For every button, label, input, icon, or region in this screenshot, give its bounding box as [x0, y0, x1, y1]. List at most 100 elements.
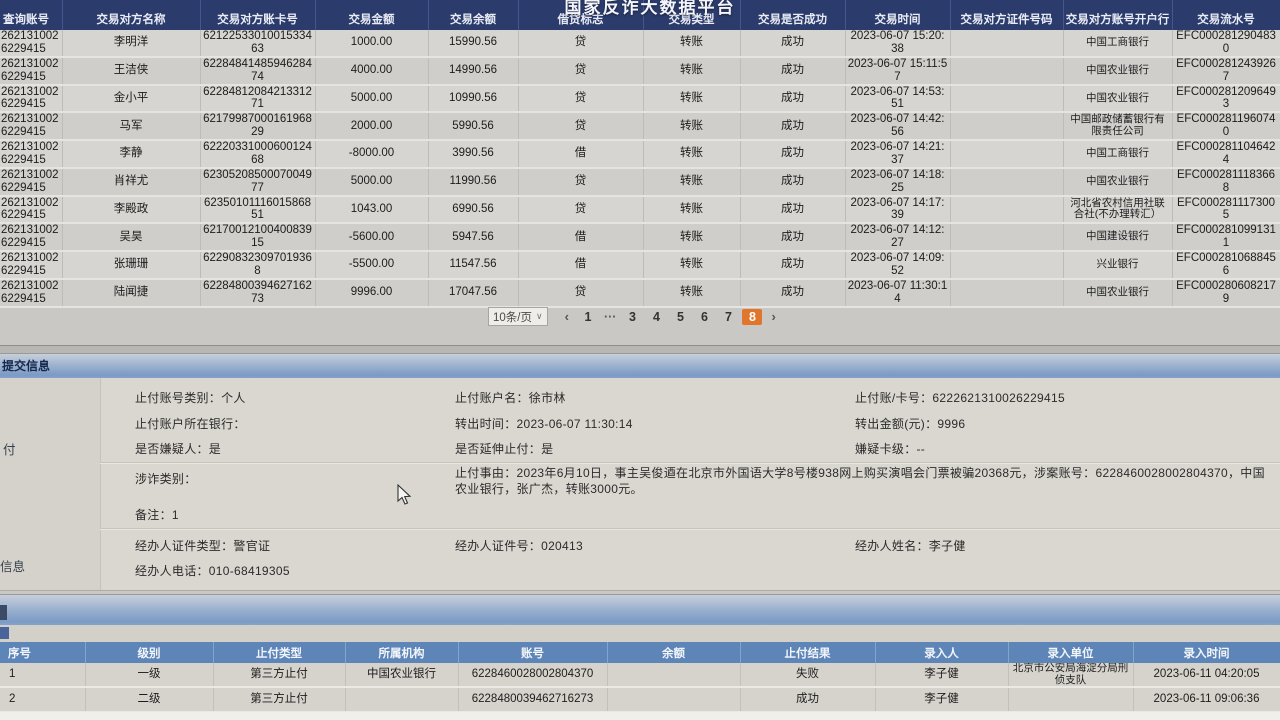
- table-cell: [950, 251, 1064, 280]
- field-operator-id-no: 经办人证件号：020413: [455, 539, 583, 553]
- table-cell: 第三方止付: [213, 687, 346, 713]
- left-label-fragment: 信息: [0, 560, 26, 574]
- table-cell: [950, 278, 1064, 308]
- form-left-column: [0, 378, 101, 590]
- table-row: 2621310026229415 马军 6217998700016196829 200…: [0, 112, 1280, 141]
- table-cell: 2023-06-07 15:11:57: [845, 56, 951, 86]
- table-cell: EFC0002811046424: [1172, 140, 1280, 169]
- table-cell: 1: [0, 663, 86, 688]
- table-cell: -5500.00: [315, 251, 429, 280]
- column-header: 余额: [607, 642, 741, 663]
- table-cell: [345, 687, 459, 713]
- table-cell: 贷: [518, 112, 644, 141]
- table-cell: 2023-06-07 14:21:37: [845, 140, 951, 169]
- prev-page-button[interactable]: ‹: [564, 309, 569, 324]
- table-cell: EFC0002810991311: [1172, 223, 1280, 252]
- table-cell: 成功: [740, 223, 846, 252]
- table-cell: 2023-06-07 14:09:52: [845, 251, 951, 280]
- submit-info-header-bar: 提交信息: [0, 353, 1280, 379]
- page-number-8[interactable]: 8: [742, 308, 763, 325]
- table-cell: 6990.56: [428, 195, 519, 225]
- table-cell: 2023-06-07 14:53:51: [845, 84, 951, 114]
- table-row: 1 一级 第三方止付 中国农业银行 6228460028002804370 失败 李子健 北京…: [0, 663, 1280, 688]
- table-cell: 中国邮政储蓄银行有限责任公司: [1063, 112, 1173, 141]
- page-number-3[interactable]: 3: [628, 309, 636, 324]
- column-header: 序号: [0, 642, 86, 663]
- table-cell: 中国建设银行: [1063, 223, 1173, 252]
- table-cell: 成功: [740, 251, 846, 280]
- table-cell: 陆闻捷: [62, 278, 201, 308]
- table-cell: 成功: [740, 84, 846, 114]
- table-cell: 6230520850007004977: [200, 167, 316, 197]
- table-cell: 3990.56: [428, 140, 519, 169]
- column-header: 交易对方名称: [62, 0, 201, 30]
- table-cell: 中国农业银行: [345, 663, 459, 688]
- table-cell: 2023-06-07 11:30:14: [845, 278, 951, 308]
- table-cell: 2621310026229415: [0, 112, 63, 141]
- page-size-select[interactable]: 10条/页 ∨: [488, 307, 548, 326]
- table-cell: 11547.56: [428, 251, 519, 280]
- table-cell: 一级: [85, 663, 214, 688]
- page-number-4[interactable]: 4: [652, 309, 660, 324]
- table-cell: 10990.56: [428, 84, 519, 114]
- table-row: 2621310026229415 吴昊 6217001210040083915 -56…: [0, 223, 1280, 252]
- table-cell: 转账: [643, 278, 741, 308]
- table-row: 2621310026229415 王洁侠 6228484148594628474 40…: [0, 56, 1280, 86]
- table-cell: 转账: [643, 56, 741, 86]
- table-cell: 5000.00: [315, 84, 429, 114]
- page-number-list: 1 ··· 3 4 5 6 7 8: [578, 308, 763, 325]
- pagination: 10条/页 ∨ ‹ 1 ··· 3 4 5 6 7 8 ›: [488, 307, 781, 326]
- column-header: 交易对方账号开户行: [1063, 0, 1173, 30]
- table-cell: 张珊珊: [62, 251, 201, 280]
- stop-payment-table-body: 1 一级 第三方止付 中国农业银行 6228460028002804370 失败 李子健 北京…: [0, 663, 1280, 713]
- table-cell: -8000.00: [315, 140, 429, 169]
- field-remark: 备注：1: [135, 508, 179, 522]
- column-header: 交易是否成功: [740, 0, 846, 30]
- platform-title: 国家反诈大数据平台: [564, 0, 736, 17]
- page-number-5[interactable]: 5: [676, 309, 684, 324]
- page-number-7[interactable]: 7: [724, 309, 732, 324]
- table-cell: 转账: [643, 251, 741, 280]
- table-cell: 2621310026229415: [0, 84, 63, 114]
- table-cell: [950, 112, 1064, 141]
- page-ellipsis: ···: [603, 309, 617, 324]
- table-cell: 6228460028002804370: [458, 663, 608, 688]
- page-number-1[interactable]: 1: [584, 309, 592, 324]
- next-page-button[interactable]: ›: [771, 309, 776, 324]
- column-header: 交易流水号: [1172, 0, 1280, 30]
- table-cell: 9996.00: [315, 278, 429, 308]
- table-row: 2621310026229415 李静 6222033100060012468 -80…: [0, 140, 1280, 169]
- field-card-no: 止付账/卡号：6222621310026229415: [855, 391, 1065, 405]
- table-cell: 成功: [740, 687, 876, 713]
- column-header: 查询账号: [0, 0, 63, 30]
- column-header: 止付结果: [740, 642, 876, 663]
- table-cell: 贷: [518, 167, 644, 197]
- table-cell: 2023-06-07 14:17:39: [845, 195, 951, 225]
- table-cell: 借: [518, 251, 644, 280]
- table-cell: 借: [518, 140, 644, 169]
- table-cell: 中国工商银行: [1063, 30, 1173, 58]
- table-cell: 成功: [740, 112, 846, 141]
- page-number-6[interactable]: 6: [700, 309, 708, 324]
- field-extend-stop: 是否延伸止付：是: [455, 442, 554, 456]
- table-cell: 2621310026229415: [0, 140, 63, 169]
- bottom-strip: [0, 712, 1280, 720]
- cutoff-text-fragment: [0, 627, 9, 639]
- table-cell: 二级: [85, 687, 214, 713]
- table-cell: 2023-06-07 14:12:27: [845, 223, 951, 252]
- table-cell: [950, 223, 1064, 252]
- field-operator-phone: 经办人电话：010-68419305: [135, 564, 290, 578]
- divider-strip: [0, 345, 1280, 354]
- table-cell: 王洁侠: [62, 56, 201, 86]
- table-cell: EFC0002806082179: [1172, 278, 1280, 308]
- column-header: 录入时间: [1133, 642, 1280, 663]
- table-cell: EFC0002810688456: [1172, 251, 1280, 280]
- table-cell: -5600.00: [315, 223, 429, 252]
- table-cell: 贷: [518, 84, 644, 114]
- field-account-name: 止付账户名：徐市林: [455, 391, 566, 405]
- table-row: 2621310026229415 李明洋 6212253301001533463 10…: [0, 30, 1280, 58]
- form-divider: [100, 462, 1280, 463]
- table-row: 2 二级 第三方止付 6228480039462716273 成功 李子健 2023-06-…: [0, 687, 1280, 713]
- table-cell: 贷: [518, 278, 644, 308]
- column-header: 交易对方账卡号: [200, 0, 316, 30]
